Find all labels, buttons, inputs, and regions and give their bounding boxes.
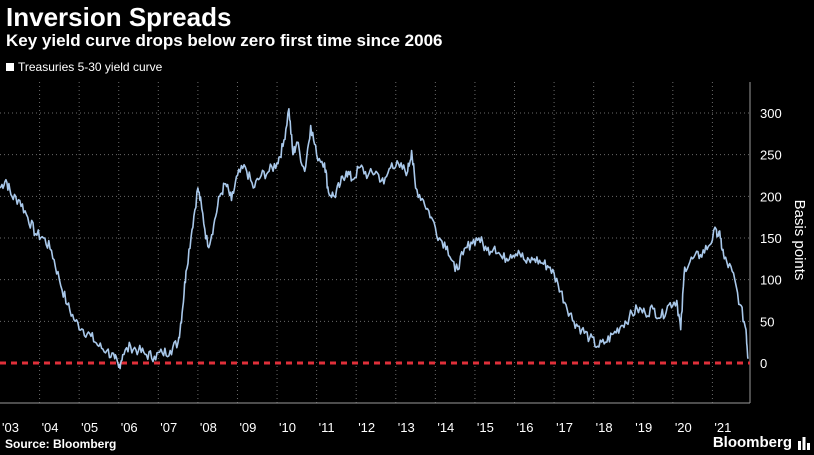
x-tick-label: '14 bbox=[437, 420, 454, 435]
bloomberg-logo: Bloomberg bbox=[712, 434, 792, 451]
x-tick-label: '18 bbox=[596, 420, 613, 435]
y-tick-label: 150 bbox=[760, 231, 782, 246]
legend-label: Treasuries 5-30 yield curve bbox=[18, 60, 163, 74]
source-note: Source: Bloomberg bbox=[5, 437, 117, 451]
x-tick-label: '13 bbox=[398, 420, 415, 435]
y-tick-label: 0 bbox=[760, 356, 767, 371]
y-tick-label: 200 bbox=[760, 189, 782, 204]
legend-swatch bbox=[6, 63, 14, 71]
x-tick-label: '10 bbox=[279, 420, 296, 435]
series-line bbox=[0, 108, 749, 370]
bloomberg-mark-icon bbox=[798, 437, 810, 450]
x-tick-label: '06 bbox=[121, 420, 138, 435]
y-axis-label: Basis points bbox=[791, 200, 808, 281]
x-tick-label: '11 bbox=[319, 420, 335, 435]
x-tick-label: '07 bbox=[160, 420, 177, 435]
y-tick-label: 300 bbox=[760, 106, 782, 121]
y-tick-label: 250 bbox=[760, 148, 782, 163]
x-tick-label: '17 bbox=[556, 420, 573, 435]
x-tick-label: '20 bbox=[675, 420, 692, 435]
x-tick-label: '05 bbox=[81, 420, 98, 435]
chart-title: Inversion Spreads bbox=[6, 2, 232, 32]
x-tick-label: '21 bbox=[714, 420, 731, 435]
y-tick-label: 100 bbox=[760, 273, 782, 288]
chart-subtitle: Key yield curve drops below zero first t… bbox=[6, 31, 443, 50]
x-tick-label: '16 bbox=[517, 420, 534, 435]
x-tick-label: '08 bbox=[200, 420, 217, 435]
x-tick-label: '04 bbox=[42, 420, 59, 435]
x-tick-label: '12 bbox=[358, 420, 375, 435]
x-tick-label: '19 bbox=[635, 420, 652, 435]
x-tick-label: '09 bbox=[239, 420, 256, 435]
legend: Treasuries 5-30 yield curve bbox=[6, 60, 162, 74]
x-tick-label: '15 bbox=[477, 420, 494, 435]
y-tick-label: 50 bbox=[760, 314, 774, 329]
x-tick-label: '03 bbox=[2, 420, 19, 435]
